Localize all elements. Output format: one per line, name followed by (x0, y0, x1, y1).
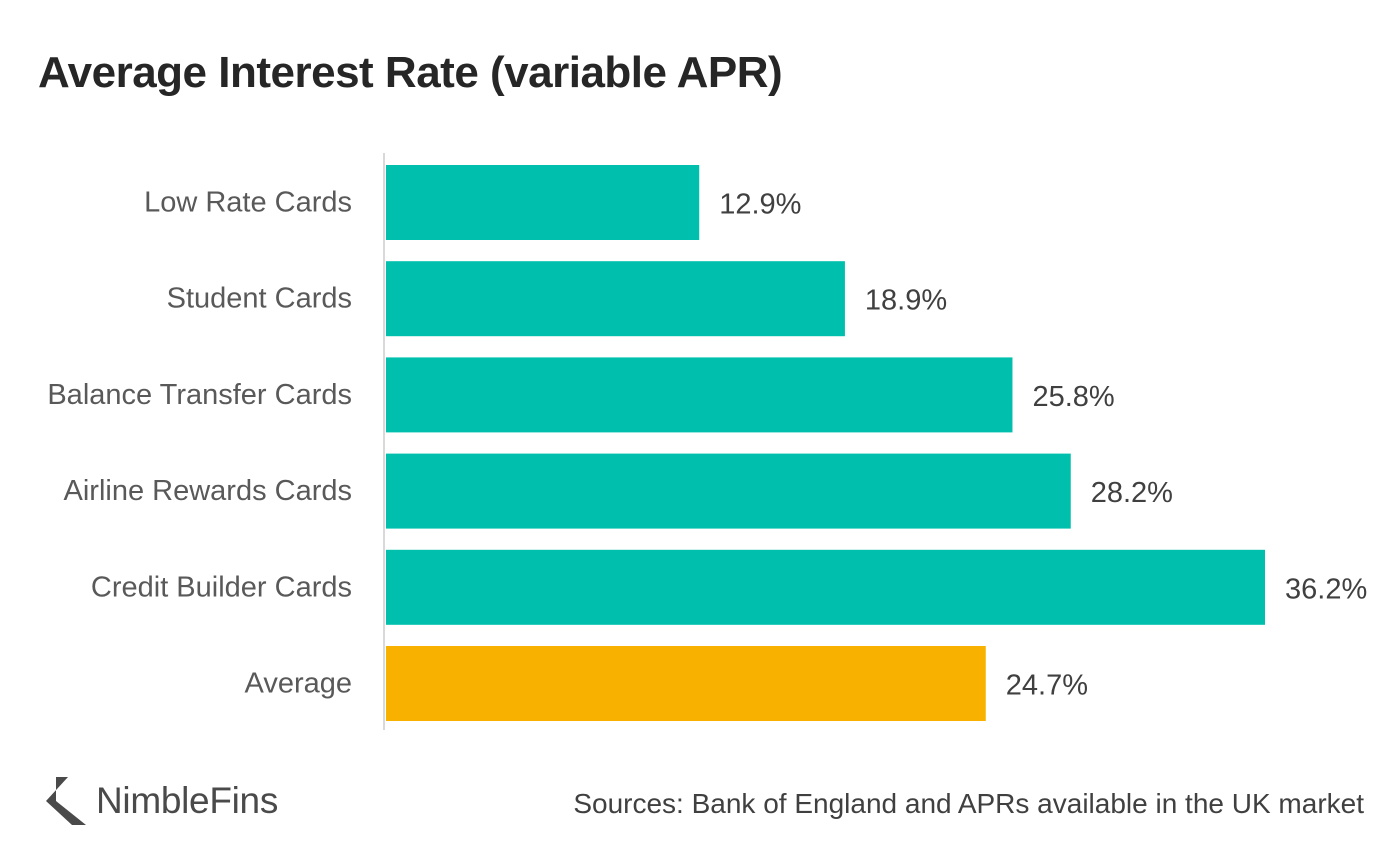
bar-credit-builder-cards (386, 549, 1265, 625)
bar-average (386, 646, 986, 721)
nimblefins-logo: NimbleFins (32, 776, 278, 826)
category-label-low-rate-cards: Low Rate Cards (144, 187, 352, 219)
left-chevron-logo-icon (46, 777, 86, 825)
category-label-airline-rewards-cards: Airline Rewards Cards (64, 475, 353, 507)
category-label-student-cards: Student Cards (167, 283, 352, 315)
category-labels-group: Low Rate Cards Student Cards Balance Trans… (47, 187, 352, 700)
category-label-balance-transfer-cards: Balance Transfer Cards (47, 379, 352, 411)
bar-balance-transfer-cards (386, 357, 1013, 433)
value-label-airline-rewards-cards: 28.2% (1091, 477, 1173, 509)
bar-chart: Low Rate Cards Student Cards Balance Trans… (47, 153, 1367, 730)
category-label-credit-builder-cards: Credit Builder Cards (91, 571, 352, 603)
bar-airline-rewards-cards (386, 453, 1071, 529)
logo-text: NimbleFins (96, 780, 279, 821)
bar-low-rate-cards (386, 165, 700, 240)
value-label-balance-transfer-cards: 25.8% (1032, 381, 1114, 413)
bars-group (386, 165, 1265, 721)
value-label-credit-builder-cards: 36.2% (1285, 573, 1367, 605)
value-labels-group: 12.9% 18.9% 25.8% 28.2% 36.2% 24.7% (719, 189, 1367, 702)
bar-student-cards (386, 261, 845, 337)
value-label-average: 24.7% (1006, 670, 1088, 702)
source-note: Sources: Bank of England and APRs availa… (573, 788, 1364, 819)
category-label-average: Average (245, 668, 353, 700)
value-label-student-cards: 18.9% (865, 285, 947, 317)
value-label-low-rate-cards: 12.9% (719, 189, 801, 221)
chart-title: Average Interest Rate (variable APR) (38, 48, 783, 97)
